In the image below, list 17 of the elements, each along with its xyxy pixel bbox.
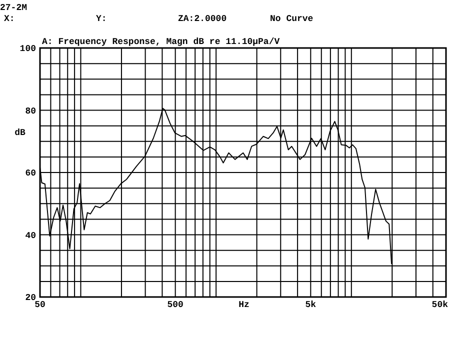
text: No Curve xyxy=(270,14,314,24)
x-axis-title: Hz xyxy=(238,300,250,310)
x-tick-label: 50k xyxy=(432,300,449,310)
x-tick-label: 500 xyxy=(167,300,184,310)
x-tick-label: 5k xyxy=(305,300,317,310)
y-tick-label: 20 xyxy=(25,293,36,303)
y-axis-title: dB xyxy=(14,128,26,138)
text: 27-2M xyxy=(0,3,28,13)
text: Y: xyxy=(96,14,107,24)
x-tick-label: 50 xyxy=(34,300,46,310)
text: ZA:2.0000 xyxy=(178,14,227,24)
y-tick-label: 100 xyxy=(20,44,36,54)
text: X: xyxy=(4,14,15,24)
y-tick-label: 80 xyxy=(25,106,36,116)
y-tick-label: 40 xyxy=(25,230,36,241)
y-tick-label: 60 xyxy=(25,168,36,178)
chart-title: A: Frequency Response, Magn dB re 11.10µPa/V xyxy=(42,37,280,47)
